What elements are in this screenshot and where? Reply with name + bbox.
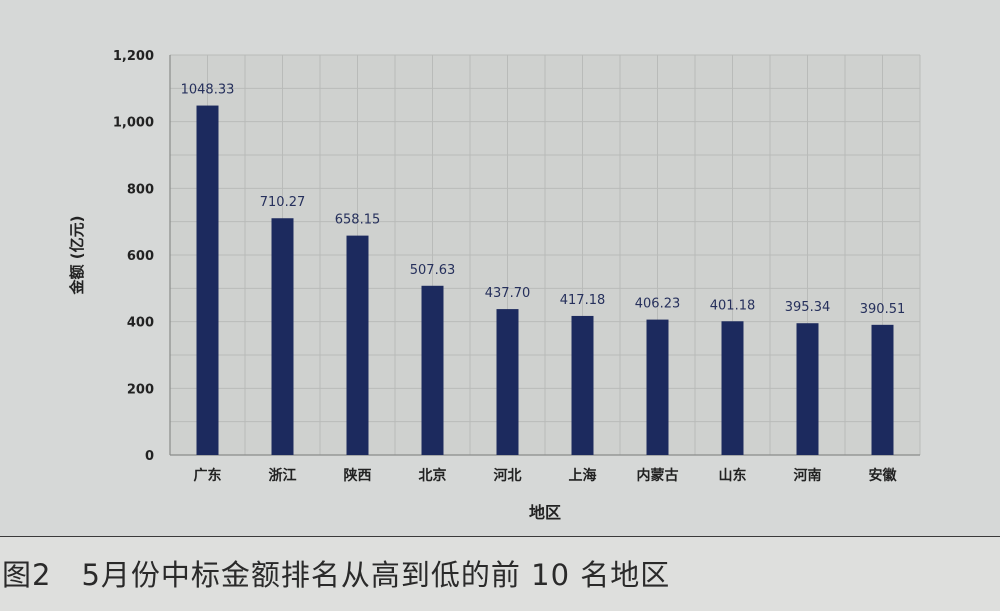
data-label: 658.15 xyxy=(335,213,381,228)
caption-divider xyxy=(0,536,1000,611)
y-tick-label: 400 xyxy=(127,316,154,331)
x-tick-label: 广东 xyxy=(194,467,222,484)
data-label: 710.27 xyxy=(260,195,306,210)
data-label: 390.51 xyxy=(860,302,906,317)
data-label: 406.23 xyxy=(635,297,681,312)
y-tick-label: 0 xyxy=(145,449,154,464)
bar xyxy=(571,315,594,455)
y-tick-label: 600 xyxy=(127,249,154,264)
bar xyxy=(496,309,519,455)
bar-chart: 0 200 400 600 800 1,000 1,200 1048.33 广东 710.27 浙江… xyxy=(68,49,921,522)
y-tick-label: 1,000 xyxy=(113,116,154,131)
bar xyxy=(421,285,444,455)
x-axis-title: 地区 xyxy=(529,503,561,522)
x-tick-label: 河南 xyxy=(794,467,822,484)
bar xyxy=(871,324,894,455)
x-tick-label: 内蒙古 xyxy=(637,467,679,484)
x-tick-label: 陕西 xyxy=(344,467,372,484)
data-label: 417.18 xyxy=(560,293,606,308)
data-label: 401.18 xyxy=(710,298,756,313)
x-tick-label: 上海 xyxy=(569,467,597,484)
x-tick-label: 安徽 xyxy=(869,467,898,484)
bar xyxy=(646,319,669,455)
data-label: 1048.33 xyxy=(181,83,235,98)
x-tick-label: 浙江 xyxy=(269,467,297,484)
x-tick-label: 北京 xyxy=(419,467,447,484)
y-axis-title: 金额 (亿元) xyxy=(68,216,86,296)
chart: 0 200 400 600 800 1,000 1,200 1048.33 广东 710.27 浙江… xyxy=(68,49,921,522)
x-tick-label: 山东 xyxy=(719,467,747,484)
y-tick-label: 200 xyxy=(127,382,154,397)
y-tick-label: 1,200 xyxy=(113,49,154,64)
y-tick-label: 800 xyxy=(127,182,154,197)
bar xyxy=(271,218,294,455)
bar xyxy=(796,323,819,455)
data-label: 395.34 xyxy=(785,300,831,315)
x-tick-label: 河北 xyxy=(494,467,522,484)
figure-caption: 图2 5月份中标金额排名从高到低的前 10 名地区 xyxy=(2,558,671,592)
bar xyxy=(346,235,369,455)
bar xyxy=(196,105,219,455)
data-label: 507.63 xyxy=(410,263,456,278)
data-label: 437.70 xyxy=(485,286,531,301)
bar xyxy=(721,321,744,455)
